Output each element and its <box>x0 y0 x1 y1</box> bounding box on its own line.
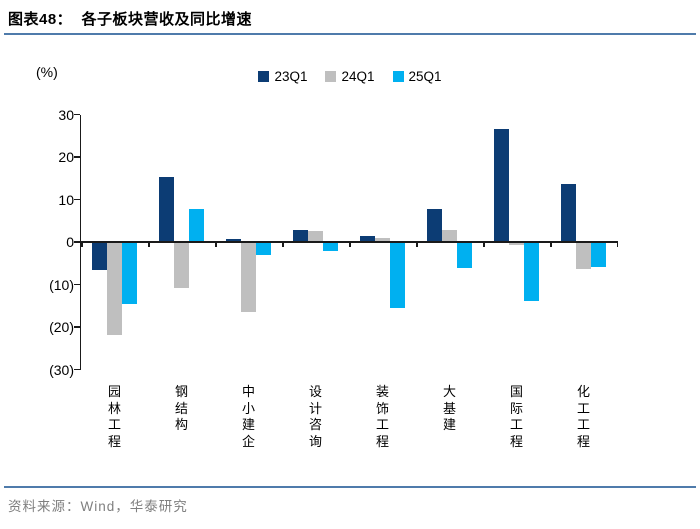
bar-24q1-6 <box>509 242 524 245</box>
bar-24q1-3 <box>308 231 323 242</box>
bar-24q1-0 <box>107 242 122 336</box>
bar-25q1-2 <box>256 242 271 256</box>
bar-23q1-5 <box>427 209 442 242</box>
x-axis-tick <box>616 242 618 247</box>
x-axis-tick <box>148 242 150 247</box>
bar-25q1-4 <box>390 242 405 308</box>
bar-25q1-6 <box>524 242 539 302</box>
legend-item-23q1: 23Q1 <box>258 69 307 84</box>
y-axis-tick <box>73 198 80 201</box>
x-axis-tick <box>483 242 485 247</box>
chart-title: 图表48： 各子板块营收及同比增速 <box>8 11 253 28</box>
x-axis-label-4: 装 饰 工 程 <box>375 384 389 449</box>
title-divider <box>4 33 696 35</box>
y-axis-label: (10) <box>49 276 74 293</box>
source-note: 资料来源：Wind，华泰研究 <box>8 499 188 514</box>
y-axis-tick <box>73 241 80 243</box>
legend-item-24q1: 24Q1 <box>325 68 375 84</box>
x-axis-tick <box>81 242 83 247</box>
x-axis-tick <box>550 242 552 247</box>
bar-23q1-1 <box>159 176 174 242</box>
x-axis-zero-line <box>81 241 618 243</box>
x-axis-tick <box>349 242 351 247</box>
footer-divider <box>4 486 696 488</box>
chart-legend: 23Q1 24Q1 25Q1 <box>0 66 700 86</box>
bar-24q1-5 <box>442 229 457 242</box>
bar-23q1-7 <box>561 184 576 242</box>
bar-25q1-7 <box>591 242 606 267</box>
x-axis-label-7: 化 工 工 程 <box>576 384 590 449</box>
y-axis-unit-label: (%) <box>36 64 58 80</box>
bar-23q1-3 <box>293 229 308 242</box>
y-axis-tick <box>73 326 80 328</box>
legend-swatch-icon <box>258 70 270 82</box>
y-axis-label: 20 <box>58 149 74 165</box>
x-axis-label-2: 中 小 建 企 <box>241 384 255 449</box>
bar-23q1-6 <box>494 128 509 242</box>
y-axis-label: (30) <box>49 361 74 378</box>
y-axis-label: (20) <box>49 319 74 335</box>
bar-24q1-2 <box>241 242 256 313</box>
y-axis-tick <box>73 156 80 158</box>
x-axis-tick <box>215 242 217 247</box>
bar-25q1-5 <box>457 242 472 269</box>
legend-label: 25Q1 <box>408 68 442 84</box>
bar-25q1-3 <box>323 242 338 251</box>
bar-23q1-2 <box>226 239 241 242</box>
y-axis-tick <box>73 368 80 371</box>
legend-swatch-icon <box>392 70 404 82</box>
y-axis-label: 0 <box>66 234 74 250</box>
legend-label: 24Q1 <box>341 68 375 84</box>
x-axis-label-5: 大 基 建 <box>442 384 456 432</box>
bar-25q1-0 <box>122 242 137 305</box>
y-axis-tick <box>73 113 80 116</box>
x-axis-label-1: 钢 结 构 <box>174 384 188 432</box>
bar-24q1-7 <box>576 242 591 270</box>
bar-23q1-0 <box>92 242 107 270</box>
bar-23q1-4 <box>360 235 375 242</box>
y-axis-label: 30 <box>58 106 74 123</box>
x-axis-tick <box>282 242 284 247</box>
legend-swatch-icon <box>325 70 337 82</box>
y-axis <box>79 114 81 370</box>
bar-24q1-4 <box>375 237 390 242</box>
x-axis-label-3: 设 计 咨 询 <box>308 384 322 449</box>
y-axis-label: 10 <box>58 191 74 208</box>
legend-label: 23Q1 <box>274 68 308 84</box>
x-axis-tick <box>416 242 418 247</box>
x-axis-label-6: 国 际 工 程 <box>509 384 523 449</box>
x-axis-label-0: 园 林 工 程 <box>107 384 121 449</box>
bar-25q1-1 <box>189 209 204 242</box>
y-axis-tick <box>73 283 80 286</box>
legend-item-25q1: 25Q1 <box>392 68 442 84</box>
bar-24q1-1 <box>174 242 189 288</box>
